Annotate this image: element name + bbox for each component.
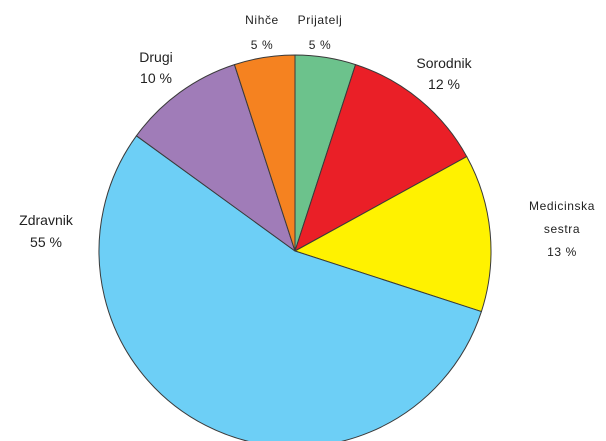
label-prijatelj-value: 5 % [309, 38, 331, 52]
label-zdravnik-value: 55 % [30, 234, 62, 250]
pie-slice-drugi [135, 64, 296, 252]
label-zdravnik-name: Zdravnik [19, 212, 74, 228]
label-sorodnik-name: Sorodnik [416, 55, 472, 71]
pie-slices [98, 54, 492, 441]
pie-slice-zdravnik [98, 135, 482, 441]
label-prijatelj-name: Prijatelj [298, 13, 343, 27]
pie-slice-nihce [233, 54, 296, 252]
label-nihce-value: 5 % [251, 38, 273, 52]
label-medicinska-name-line1: Medicinska [529, 199, 595, 213]
label-sorodnik-value: 12 % [428, 76, 460, 92]
label-medicinska-name-line2: sestra [544, 222, 580, 236]
label-nihce-name: Nihče [245, 13, 279, 27]
label-medicinska-value: 13 % [547, 245, 577, 259]
label-drugi-value: 10 % [140, 70, 172, 86]
pie-slice-sorodnik [294, 64, 468, 252]
pie-slice-medicinska-sestra [294, 156, 492, 313]
label-drugi-name: Drugi [139, 49, 172, 65]
